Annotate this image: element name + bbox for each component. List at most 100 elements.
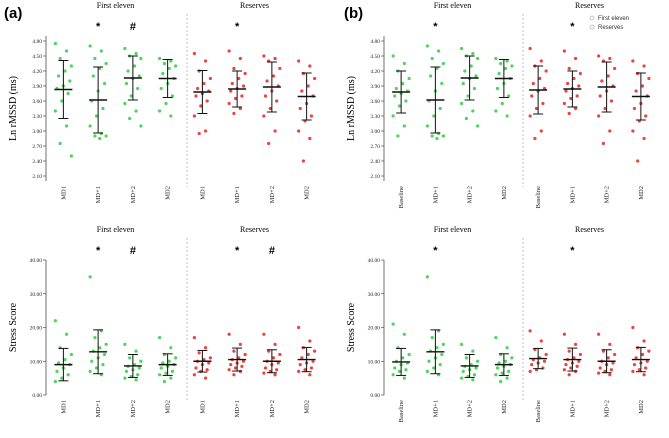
data-point: [203, 59, 208, 63]
data-point: [645, 359, 649, 363]
data-point: [569, 96, 573, 101]
y-tick-label: 3.00: [370, 129, 380, 135]
x-tick-label: MD+1: [569, 400, 576, 417]
category-MD2: MD2: [158, 336, 178, 414]
data-point: [203, 376, 208, 380]
y-axis-label: Ln rMSSD (ms): [346, 76, 357, 141]
category-MD+1: * MD+1: [227, 21, 247, 203]
data-point: [464, 116, 469, 121]
data-point: [609, 368, 614, 372]
category-MD+2: MD+2: [262, 54, 282, 203]
data-point: [199, 104, 203, 108]
data-point: [430, 336, 434, 340]
data-point: [402, 124, 406, 128]
y-tick-label: 4.50: [370, 54, 380, 60]
category-MD+1: * MD+1: [562, 21, 582, 203]
data-point: [240, 94, 244, 98]
data-point: [123, 342, 127, 346]
data-point: [136, 373, 140, 377]
category-MD+1: * MD+1: [425, 245, 445, 417]
data-point: [308, 136, 312, 141]
data-point: [311, 359, 315, 363]
data-point: [123, 101, 127, 106]
data-point: [631, 369, 635, 373]
data-point: [275, 368, 279, 372]
data-point: [541, 101, 545, 106]
data-point: [93, 336, 97, 340]
data-point: [69, 352, 73, 357]
y-axis-label: Stress Score: [346, 302, 357, 352]
y-tick-label: 2.10: [32, 174, 42, 180]
data-point: [167, 359, 171, 363]
x-tick-label: MD2: [304, 400, 311, 414]
data-point: [241, 359, 246, 363]
data-point: [495, 366, 500, 370]
data-point: [471, 51, 475, 56]
data-point: [401, 81, 405, 86]
category-MD+1: * MD+1: [88, 21, 108, 203]
data-point: [438, 363, 442, 367]
x-tick-label: Baseline: [398, 400, 405, 422]
category-MD2: MD2: [631, 325, 651, 414]
category-MD+1: * MD+1: [227, 245, 247, 417]
data-point: [192, 373, 196, 377]
data-point: [436, 49, 441, 53]
data-point: [642, 64, 646, 68]
data-point: [237, 76, 241, 81]
data-point: [69, 154, 73, 158]
significance-marker: *: [96, 245, 101, 257]
data-point: [562, 101, 566, 106]
x-tick-label: MD2: [501, 186, 508, 200]
data-point: [298, 106, 302, 111]
data-point: [169, 376, 173, 380]
data-point: [227, 368, 231, 372]
data-point: [69, 64, 73, 68]
data-point: [598, 94, 602, 98]
data-point: [101, 363, 105, 367]
data-point: [124, 369, 129, 373]
data-point: [202, 357, 206, 362]
data-point: [391, 54, 395, 58]
data-point: [174, 356, 178, 360]
x-tick-label: MD+1: [234, 400, 241, 417]
data-point: [402, 61, 406, 66]
data-point: [88, 275, 92, 279]
data-point: [271, 74, 276, 78]
x-tick-label: MD+2: [467, 400, 474, 417]
data-point: [472, 86, 477, 91]
category-MD+1: * MD+1: [425, 21, 445, 203]
data-point: [640, 352, 645, 357]
data-point: [497, 71, 501, 76]
data-point: [93, 134, 97, 138]
data-point: [505, 346, 509, 350]
category-Baseline: Baseline: [391, 54, 411, 208]
data-point: [238, 342, 242, 346]
category-MD2: MD2: [297, 325, 317, 414]
category-MD+2: # MD+2: [123, 245, 143, 417]
data-point: [137, 74, 141, 78]
data-point: [542, 359, 547, 363]
data-point: [391, 373, 395, 377]
data-point: [232, 349, 236, 353]
legend-label-reserves: Reserves: [598, 25, 623, 31]
data-point: [128, 116, 132, 121]
data-point: [500, 101, 504, 106]
data-point: [194, 366, 198, 370]
category-MD2: MD2: [494, 56, 514, 200]
data-point: [128, 356, 132, 360]
legend-marker-first-eleven: [589, 15, 595, 21]
data-point: [267, 141, 271, 146]
data-point: [98, 136, 102, 141]
x-tick-label: MD+2: [604, 400, 611, 417]
y-tick-label: 4.20: [32, 69, 42, 75]
data-point: [435, 346, 439, 350]
data-point: [597, 332, 601, 336]
y-tick-label: 10.00: [368, 359, 381, 365]
data-point: [438, 106, 442, 111]
data-point: [562, 368, 566, 372]
data-point: [495, 86, 500, 91]
category-MD+2: # MD+2: [262, 245, 282, 417]
data-point: [309, 114, 314, 118]
x-tick-label: MD+2: [269, 400, 276, 417]
data-point: [124, 81, 129, 86]
